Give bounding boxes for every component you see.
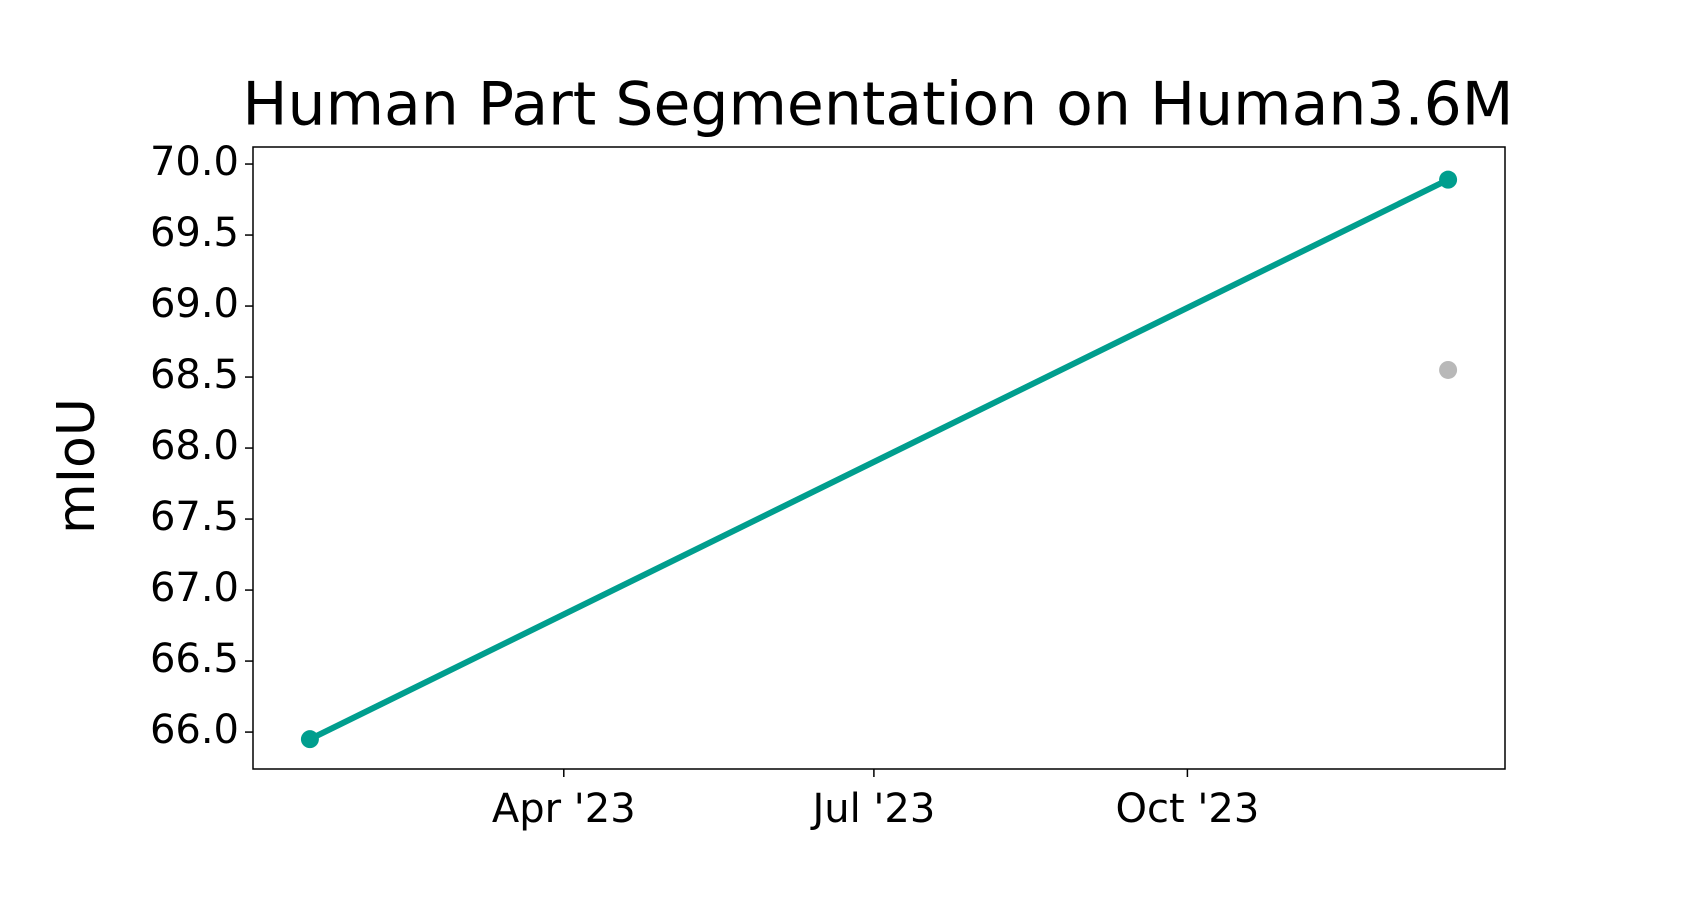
x-tick-label: Oct '23: [1116, 786, 1260, 832]
plot-frame: [252, 146, 1506, 770]
y-tick-label: 69.0: [150, 281, 239, 327]
y-tick-label: 70.0: [150, 139, 239, 185]
y-tick-label: 67.5: [150, 494, 239, 540]
series-line: [308, 176, 1450, 742]
data-point: [1439, 170, 1458, 189]
y-tick-label: 66.0: [150, 707, 239, 753]
data-point: [1439, 360, 1458, 379]
y-axis-label: mIoU: [47, 398, 107, 534]
y-tick-label: 67.0: [150, 565, 239, 611]
chart-title: Human Part Segmentation on Human3.6M: [242, 70, 1513, 140]
y-tick-label: 68.0: [150, 423, 239, 469]
y-tick-label: 69.5: [150, 210, 239, 256]
x-tick-label: Apr '23: [492, 786, 636, 832]
y-tick-label: 68.5: [150, 352, 239, 398]
x-tick-label: Jul '23: [809, 786, 935, 832]
data-point: [300, 730, 319, 749]
y-tick-label: 66.5: [150, 636, 239, 682]
